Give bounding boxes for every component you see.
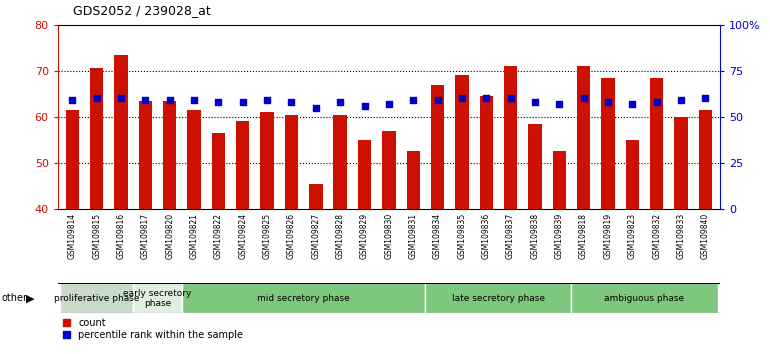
Text: GSM109833: GSM109833 xyxy=(677,212,685,259)
Point xyxy=(286,99,298,105)
Bar xyxy=(236,121,249,209)
Bar xyxy=(309,183,323,209)
Point xyxy=(358,103,370,109)
Bar xyxy=(358,140,371,209)
Text: GSM109839: GSM109839 xyxy=(554,212,564,259)
Point xyxy=(480,96,492,101)
Bar xyxy=(528,124,541,209)
Text: ▶: ▶ xyxy=(26,293,35,303)
Bar xyxy=(571,283,718,313)
Point xyxy=(407,97,420,103)
Legend: count, percentile rank within the sample: count, percentile rank within the sample xyxy=(62,318,243,340)
Text: GSM109821: GSM109821 xyxy=(189,212,199,258)
Text: GSM109828: GSM109828 xyxy=(336,212,345,258)
Bar xyxy=(650,78,663,209)
Text: GSM109825: GSM109825 xyxy=(263,212,272,259)
Point xyxy=(163,97,176,103)
Text: late secretory phase: late secretory phase xyxy=(452,294,545,303)
Text: GSM109823: GSM109823 xyxy=(628,212,637,259)
Text: GSM109834: GSM109834 xyxy=(433,212,442,259)
Point xyxy=(115,96,127,101)
Text: GDS2052 / 239028_at: GDS2052 / 239028_at xyxy=(73,4,211,17)
Bar xyxy=(553,152,566,209)
Point xyxy=(91,96,103,101)
Point xyxy=(553,101,565,107)
Bar xyxy=(431,85,444,209)
Text: ambiguous phase: ambiguous phase xyxy=(604,294,685,303)
Point xyxy=(675,97,687,103)
Bar xyxy=(212,133,225,209)
Text: GSM109814: GSM109814 xyxy=(68,212,77,259)
Bar xyxy=(139,101,152,209)
Text: GSM109835: GSM109835 xyxy=(457,212,467,259)
Bar xyxy=(455,75,469,209)
Bar xyxy=(425,283,571,313)
Point xyxy=(383,101,395,107)
Bar xyxy=(504,66,517,209)
Text: GSM109829: GSM109829 xyxy=(360,212,369,259)
Bar xyxy=(163,101,176,209)
Bar xyxy=(407,152,420,209)
Point xyxy=(504,96,517,101)
Text: GSM109837: GSM109837 xyxy=(506,212,515,259)
Point xyxy=(139,97,152,103)
Text: GSM109819: GSM109819 xyxy=(604,212,612,259)
Point xyxy=(334,99,346,105)
Bar xyxy=(577,66,591,209)
Point xyxy=(651,99,663,105)
Point xyxy=(431,97,444,103)
Point xyxy=(236,99,249,105)
Text: other: other xyxy=(2,293,28,303)
Text: GSM109831: GSM109831 xyxy=(409,212,417,259)
Bar xyxy=(625,140,639,209)
Bar xyxy=(187,110,201,209)
Bar xyxy=(260,112,274,209)
Point xyxy=(261,97,273,103)
Text: GSM109838: GSM109838 xyxy=(531,212,540,259)
Text: GSM109822: GSM109822 xyxy=(214,212,223,258)
Text: GSM109815: GSM109815 xyxy=(92,212,101,259)
Text: proliferative phase: proliferative phase xyxy=(54,294,139,303)
Bar xyxy=(90,69,103,209)
Bar xyxy=(698,110,712,209)
Text: GSM109832: GSM109832 xyxy=(652,212,661,259)
Text: GSM109820: GSM109820 xyxy=(166,212,174,259)
Point xyxy=(188,97,200,103)
Bar xyxy=(182,283,425,313)
Bar xyxy=(60,283,133,313)
Point xyxy=(578,96,590,101)
Text: GSM109816: GSM109816 xyxy=(116,212,126,259)
Bar xyxy=(333,115,347,209)
Text: GSM109840: GSM109840 xyxy=(701,212,710,259)
Text: mid secretory phase: mid secretory phase xyxy=(257,294,350,303)
Point xyxy=(66,97,79,103)
Text: GSM109817: GSM109817 xyxy=(141,212,150,259)
Text: early secretory
phase: early secretory phase xyxy=(123,289,192,308)
Point xyxy=(602,99,614,105)
Bar xyxy=(382,131,396,209)
Bar xyxy=(133,283,182,313)
Text: GSM109836: GSM109836 xyxy=(482,212,490,259)
Point xyxy=(213,99,225,105)
Bar xyxy=(115,55,128,209)
Bar xyxy=(65,110,79,209)
Point xyxy=(626,101,638,107)
Point xyxy=(310,105,322,110)
Text: GSM109830: GSM109830 xyxy=(384,212,393,259)
Bar xyxy=(285,115,298,209)
Text: GSM109824: GSM109824 xyxy=(238,212,247,259)
Point xyxy=(529,99,541,105)
Text: GSM109826: GSM109826 xyxy=(287,212,296,259)
Point xyxy=(699,96,711,101)
Text: GSM109818: GSM109818 xyxy=(579,212,588,258)
Bar xyxy=(601,78,614,209)
Bar xyxy=(480,96,493,209)
Point xyxy=(456,96,468,101)
Text: GSM109827: GSM109827 xyxy=(311,212,320,259)
Bar xyxy=(675,117,688,209)
